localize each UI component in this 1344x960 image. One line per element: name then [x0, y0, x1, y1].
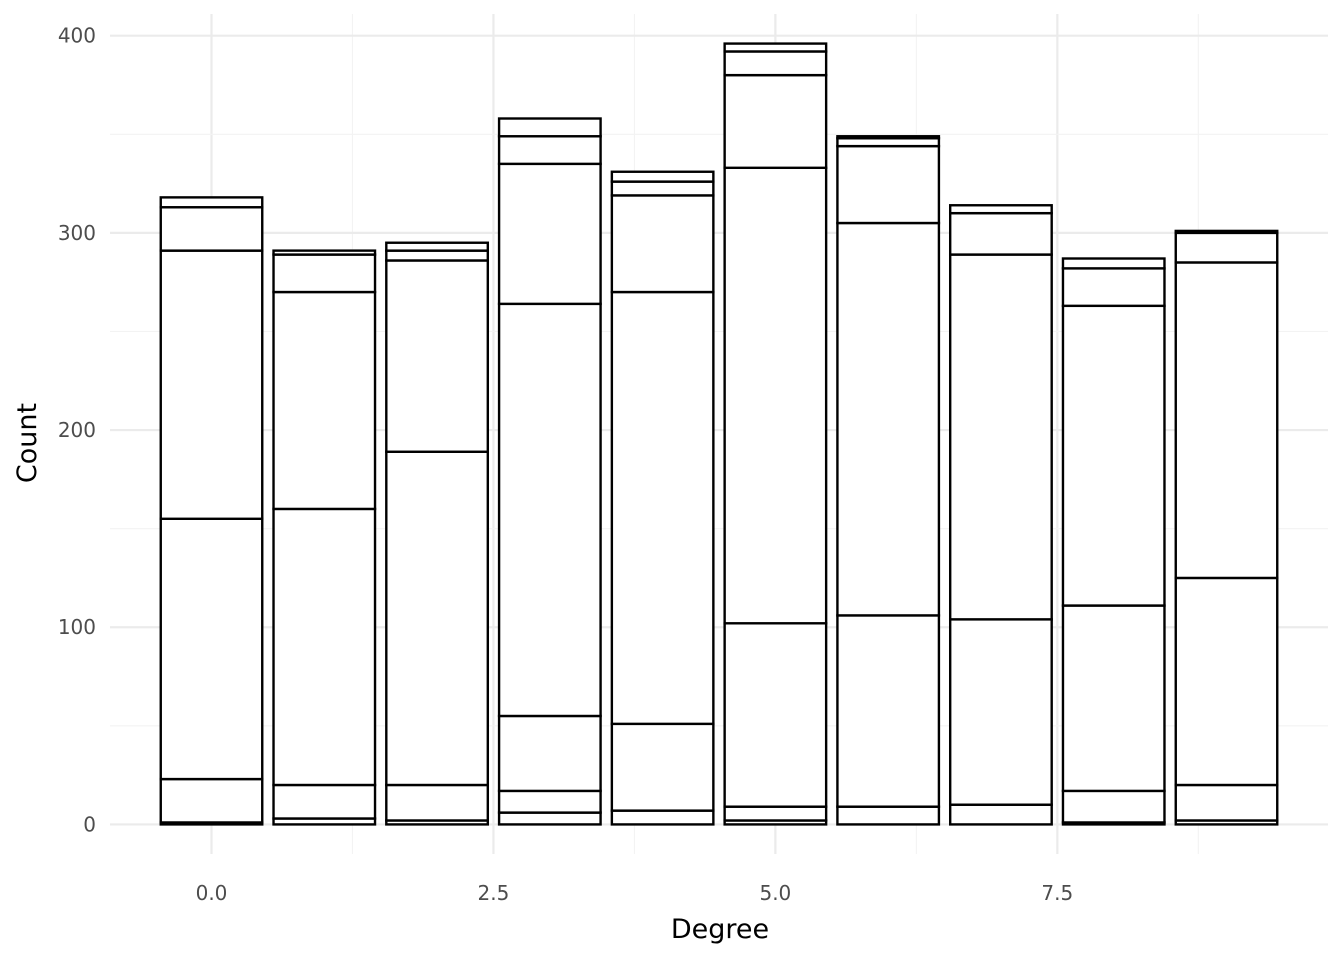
bar-segment: [272, 783, 377, 820]
y-tick-labels: 0 100 200 300 400: [58, 24, 96, 837]
y-tick-label: 300: [58, 221, 96, 245]
x-tick-label: 7.5: [1041, 881, 1073, 905]
bar-x-6: [836, 135, 941, 826]
bar-segment: [385, 450, 490, 787]
bar-segment: [836, 614, 941, 808]
bar-x-7: [948, 204, 1053, 826]
bar-segment: [497, 714, 602, 793]
x-tick-labels: 0.0 2.5 5.0 7.5: [196, 881, 1074, 905]
bar-segment: [1174, 261, 1279, 580]
bar-segment: [497, 117, 602, 138]
bar-segment: [1061, 304, 1166, 607]
bar-segment: [610, 180, 715, 197]
bar-segment: [948, 204, 1053, 215]
bar-segment: [610, 290, 715, 726]
bar-segment: [723, 166, 828, 625]
bar-segment: [497, 302, 602, 718]
bar-segment: [385, 783, 490, 822]
bar-segment: [1174, 231, 1279, 264]
bar-x-4: [610, 170, 715, 826]
bar-x-9: [1174, 229, 1279, 826]
bar-segment: [1174, 783, 1279, 822]
bar-x-1: [272, 249, 377, 826]
bar-segment: [497, 162, 602, 306]
bar-segment: [610, 722, 715, 812]
bar-segment: [948, 211, 1053, 256]
bar-segment: [1061, 789, 1166, 824]
x-tick-label: 0.0: [196, 881, 228, 905]
bar-segment: [723, 73, 828, 170]
bar-segment: [497, 789, 602, 814]
bar-segment: [272, 249, 377, 256]
bar-segment: [497, 135, 602, 166]
bar-segment: [1174, 576, 1279, 787]
bar-segment: [948, 618, 1053, 806]
bar-segment: [836, 135, 941, 140]
bar-segment: [272, 253, 377, 294]
bar-segment: [497, 811, 602, 826]
bar-segment: [159, 206, 264, 252]
bar-x-3: [497, 117, 602, 826]
bar-segment: [159, 517, 264, 781]
x-tick-label: 2.5: [478, 881, 510, 905]
bar-segment: [836, 805, 941, 826]
bar-segment: [610, 809, 715, 826]
bar-segment: [948, 803, 1053, 826]
bar-segment: [723, 42, 828, 53]
bar-segment: [272, 507, 377, 787]
bar-segment: [723, 805, 828, 822]
bar-segment: [159, 196, 264, 209]
y-tick-label: 200: [58, 418, 96, 442]
bar-segment: [836, 221, 941, 617]
bar-segment: [948, 253, 1053, 621]
bar-x-0: [159, 196, 264, 826]
x-axis-title: Degree: [671, 914, 769, 945]
bar-segment: [1174, 229, 1279, 235]
bars-layer: [159, 42, 1279, 826]
bar-segment: [385, 249, 490, 262]
y-tick-label: 100: [58, 615, 96, 639]
bar-segment: [723, 622, 828, 808]
bar-segment: [610, 170, 715, 183]
bar-segment: [385, 241, 490, 252]
bar-segment: [610, 194, 715, 294]
bar-segment: [1061, 257, 1166, 270]
bar-segment: [159, 249, 264, 520]
bar-segment: [1061, 267, 1166, 308]
y-tick-label: 400: [58, 24, 96, 48]
bar-segment: [836, 144, 941, 225]
y-tick-label: 0: [83, 812, 96, 836]
bar-segment: [159, 777, 264, 824]
bar-segment: [385, 259, 490, 453]
bar-segment: [1061, 604, 1166, 793]
y-axis-title: Count: [12, 403, 43, 483]
bar-x-5: [723, 42, 828, 826]
bar-x-8: [1061, 257, 1166, 826]
bar-segment: [723, 50, 828, 77]
bar-segment: [272, 290, 377, 511]
x-tick-label: 5.0: [759, 881, 791, 905]
bar-x-2: [385, 241, 490, 826]
